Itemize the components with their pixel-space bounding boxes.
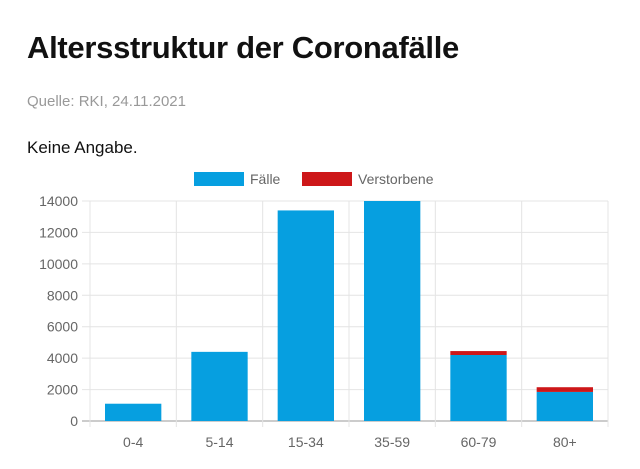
legend-swatch-deaths — [302, 172, 352, 186]
legend-label: Fälle — [250, 171, 281, 187]
bars-group — [105, 201, 593, 421]
y-tick-label: 2000 — [47, 382, 78, 398]
source-note: Quelle: RKI, 24.11.2021 — [27, 93, 186, 110]
x-tick-label: 35-59 — [374, 434, 410, 450]
y-tick-label: 0 — [70, 413, 78, 429]
y-tick-label: 10000 — [39, 256, 78, 272]
x-tick-label: 5-14 — [205, 434, 233, 450]
x-tick-label: 80+ — [553, 434, 577, 450]
bar-cases-35-59 — [364, 201, 421, 421]
x-tick-label: 0-4 — [123, 434, 143, 450]
x-tick-label: 15-34 — [288, 434, 324, 450]
y-axis-ticks: 0 2000 4000 6000 8000 10000 12000 14000 — [39, 193, 78, 429]
y-tick-label: 12000 — [39, 224, 78, 240]
chart-legend: Fälle Verstorbene — [194, 171, 434, 187]
chart-title: Altersstruktur der Coronafälle — [27, 30, 459, 65]
chart-grid — [82, 200, 609, 427]
y-tick-label: 8000 — [47, 287, 78, 303]
bar-cases-0-4 — [105, 403, 162, 421]
y-tick-label: 6000 — [47, 319, 78, 335]
y-tick-label: 4000 — [47, 350, 78, 366]
legend-label: Verstorbene — [358, 171, 434, 187]
bar-deaths-80+ — [536, 387, 593, 392]
no-data-note: Keine Angabe. — [27, 138, 138, 157]
bar-cases-5-14 — [191, 351, 248, 421]
bar-cases-15-34 — [277, 210, 334, 421]
bar-cases-60-79 — [450, 355, 507, 421]
x-axis-ticks: 0-4 5-14 15-34 35-59 60-79 80+ — [123, 434, 577, 450]
bar-cases-80+ — [536, 391, 593, 421]
age-structure-bar-chart: 0 2000 4000 6000 8000 10000 12000 14000 0-4 5-14… — [39, 171, 609, 450]
bar-deaths-60-79 — [450, 351, 507, 355]
y-tick-label: 14000 — [39, 193, 78, 209]
x-tick-label: 60-79 — [461, 434, 497, 450]
legend-swatch-cases — [194, 172, 244, 186]
